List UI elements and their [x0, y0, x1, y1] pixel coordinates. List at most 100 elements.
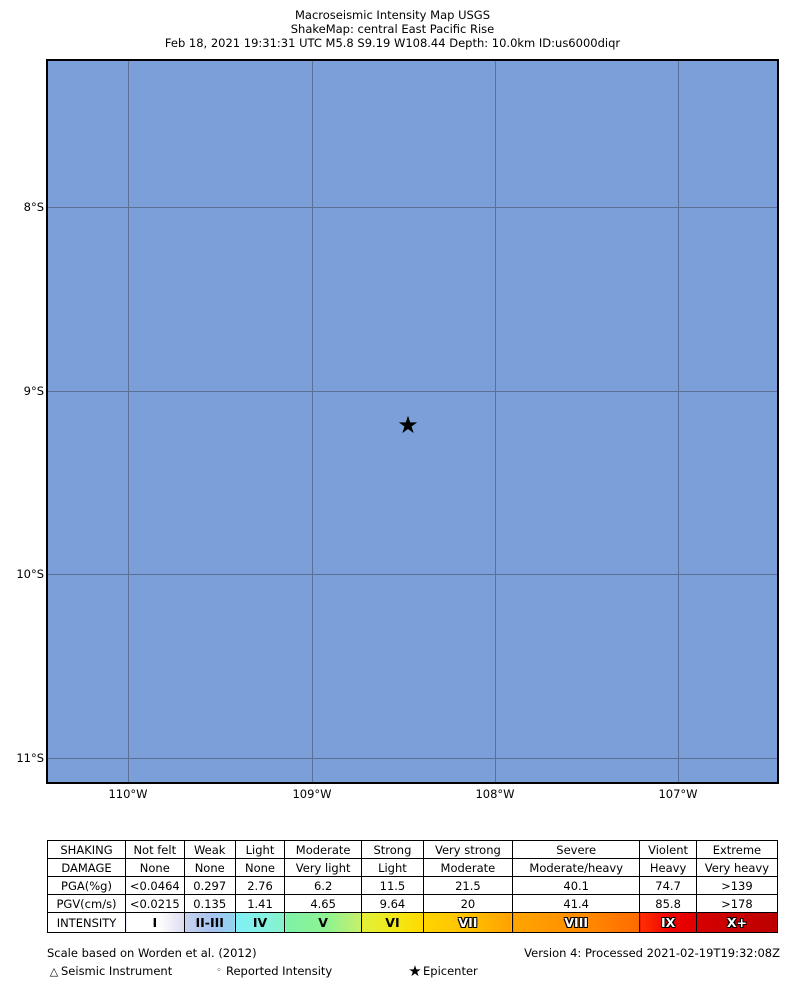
intensity-roman-label: VII	[458, 915, 478, 930]
legend-cell: >139	[695, 876, 779, 895]
legend-row-pgv-cm-s: PGV(cm/s) <0.0215 0.135 1.41 4.65 9.64 20 41.4 8…	[46, 894, 779, 913]
legend-cell: Weak	[183, 840, 236, 859]
gridline-latitude-0	[48, 207, 777, 208]
intensity-swatch-vii: VII	[422, 912, 514, 933]
legend-row-intensity: INTENSITY I II-III IV V VI VII VIII IX X+	[46, 912, 779, 933]
intensity-swatch-ix: IX	[639, 912, 697, 933]
legend-row-header: DAMAGE	[46, 858, 127, 877]
triangle-icon: △	[49, 965, 59, 978]
title-line-2: ShakeMap: central East Pacific Rise	[290, 22, 495, 36]
legend-cell: 1.41	[234, 894, 286, 913]
intensity-roman-label: I	[152, 915, 158, 930]
map-footer: Scale based on Worden et al. (2012) Vers…	[47, 946, 780, 980]
title-line-1: Macroseismic Intensity Map USGS	[295, 8, 490, 22]
legend-cell: None	[125, 858, 185, 877]
legend-cell: 20	[422, 894, 514, 913]
intensity-roman-label: IV	[252, 915, 268, 930]
legend-cell: Violent	[639, 840, 697, 859]
gridline-longitude-0	[128, 61, 129, 782]
gridline-latitude-3	[48, 758, 777, 759]
footer-legend-item-0: △ Seismic Instrument	[47, 964, 172, 979]
legend-cell: 6.2	[284, 876, 363, 895]
title-line-3-event-details: Feb 18, 2021 19:31:31 UTC M5.8 S9.19 W10…	[164, 36, 621, 50]
epicenter-star-icon: ★	[397, 411, 419, 439]
legend-row-header: PGV(cm/s)	[46, 894, 127, 913]
legend-cell: Moderate/heavy	[512, 858, 641, 877]
intensity-swatch-vi: VI	[361, 912, 424, 933]
footer-legend-item-2: ★Epicenter	[407, 964, 478, 979]
longitude-tick-label-3: 107°W	[658, 787, 698, 801]
legend-cell: Light	[361, 858, 424, 877]
legend-cell: 40.1	[512, 876, 641, 895]
intensity-swatch-iv: IV	[234, 912, 286, 933]
legend-cell: Heavy	[639, 858, 697, 877]
legend-cell: Extreme	[695, 840, 779, 859]
legend-cell: <0.0215	[125, 894, 185, 913]
legend-cell: Moderate	[284, 840, 363, 859]
footer-legend-label: Reported Intensity	[226, 964, 333, 978]
legend-cell: <0.0464	[125, 876, 185, 895]
gridline-longitude-2	[495, 61, 496, 782]
version-processed-text: Version 4: Processed 2021-02-19T19:32:08…	[524, 946, 780, 960]
latitude-tick-label-1: 9°S	[23, 384, 44, 398]
longitude-tick-label-2: 108°W	[475, 787, 515, 801]
latitude-tick-label-2: 10°S	[16, 567, 44, 581]
legend-cell: Not felt	[125, 840, 185, 859]
longitude-tick-label-1: 109°W	[292, 787, 332, 801]
legend-cell: 4.65	[284, 894, 363, 913]
legend-row-header: SHAKING	[46, 840, 127, 859]
legend-cell: 74.7	[639, 876, 697, 895]
legend-row-header: INTENSITY	[46, 912, 127, 933]
legend-row-header: PGA(%g)	[46, 876, 127, 895]
legend-cell: Moderate	[422, 858, 514, 877]
gridline-latitude-2	[48, 574, 777, 575]
star-icon: ★	[408, 962, 422, 980]
legend-cell: 9.64	[361, 894, 424, 913]
intensity-swatch-viii: VIII	[512, 912, 641, 933]
legend-row-shaking: SHAKING Not felt Weak Light Moderate Strong Ve…	[46, 840, 779, 859]
map-title-block: Macroseismic Intensity Map USGS ShakeMap…	[0, 8, 785, 50]
intensity-roman-label: IX	[660, 915, 676, 930]
legend-cell: 0.297	[183, 876, 236, 895]
intensity-roman-label: VI	[385, 915, 400, 930]
legend-cell: Very light	[284, 858, 363, 877]
latitude-tick-label-0: 8°S	[23, 200, 44, 214]
gridline-longitude-1	[312, 61, 313, 782]
shakemap-map-panel[interactable]: ★ km 0 60 120	[46, 59, 779, 784]
footer-legend-item-1: ◦ Reported Intensity	[212, 964, 332, 979]
footer-legend-label: Seismic Instrument	[61, 964, 173, 978]
longitude-tick-label-0: 110°W	[108, 787, 148, 801]
gridline-longitude-3	[678, 61, 679, 782]
intensity-legend-table: SHAKING Not felt Weak Light Moderate Strong Ve…	[46, 840, 779, 933]
legend-cell: 85.8	[639, 894, 697, 913]
footer-legend-label: Epicenter	[423, 964, 478, 978]
footer-row-symbol-legend: △ Seismic Instrument ◦ Reported Intensity ★E…	[47, 964, 780, 980]
intensity-roman-label: X+	[726, 915, 747, 930]
legend-cell: Severe	[512, 840, 641, 859]
intensity-swatch-v: V	[284, 912, 363, 933]
legend-cell: 21.5	[422, 876, 514, 895]
footer-row-credits: Scale based on Worden et al. (2012) Vers…	[47, 946, 780, 962]
legend-row-damage: DAMAGE None None None Very light Light Moderat…	[46, 858, 779, 877]
legend-row-pga-g: PGA(%g) <0.0464 0.297 2.76 6.2 11.5 21.5 40.1 74…	[46, 876, 779, 895]
intensity-roman-label: II-III	[195, 915, 224, 930]
intensity-roman-label: V	[318, 915, 328, 930]
scale-bar-units-label: km	[126, 783, 338, 784]
circle-icon: ◦	[216, 966, 222, 976]
legend-cell: Very heavy	[695, 858, 779, 877]
legend-cell: 2.76	[234, 876, 286, 895]
scale-attribution-text: Scale based on Worden et al. (2012)	[47, 946, 257, 960]
legend-cell: None	[234, 858, 286, 877]
intensity-swatch-xplus: X+	[695, 912, 779, 933]
legend-cell: Very strong	[422, 840, 514, 859]
legend-cell: None	[183, 858, 236, 877]
gridline-latitude-1	[48, 391, 777, 392]
legend-cell: 0.135	[183, 894, 236, 913]
legend-cell: Strong	[361, 840, 424, 859]
legend-cell: 11.5	[361, 876, 424, 895]
intensity-swatch-ii-iii: II-III	[183, 912, 236, 933]
legend-cell: >178	[695, 894, 779, 913]
legend-cell: 41.4	[512, 894, 641, 913]
intensity-roman-label: VIII	[564, 915, 589, 930]
latitude-tick-label-3: 11°S	[16, 751, 44, 765]
